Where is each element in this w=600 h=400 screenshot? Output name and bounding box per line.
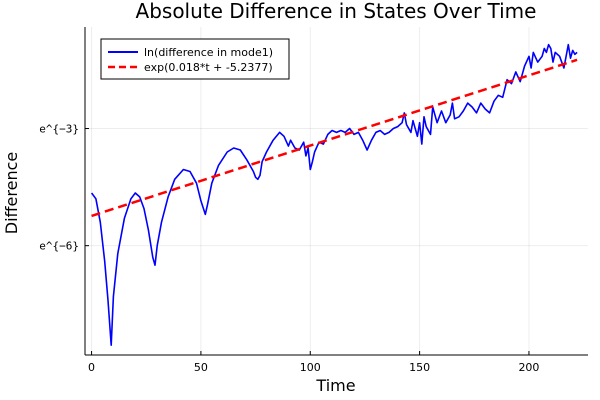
- legend-label-mode1: ln(difference in mode1): [144, 46, 273, 59]
- x-tick-label: 100: [300, 361, 321, 374]
- y-tick-label: e^{−3}: [39, 123, 79, 136]
- series-line-mode1: [90, 43, 578, 346]
- x-tick-label: 0: [88, 361, 95, 374]
- y-tick-label: e^{−6}: [39, 240, 79, 253]
- y-ticks: e^{−3} e^{−6}: [39, 123, 89, 253]
- x-tick-label: 200: [518, 361, 539, 374]
- legend-label-fit: exp(0.018*t + -5.2377): [144, 61, 273, 74]
- y-axis-label: Difference: [2, 152, 21, 234]
- x-ticks: 0 50 100 150 200: [88, 351, 539, 374]
- series-layer: [90, 43, 578, 346]
- x-tick-label: 50: [194, 361, 208, 374]
- grid-lines: [85, 27, 588, 355]
- x-axis-label: Time: [315, 376, 355, 395]
- chart-title: Absolute Difference in States Over Time: [136, 0, 537, 23]
- x-tick-label: 150: [409, 361, 430, 374]
- series-line-fit: [91, 58, 578, 218]
- legend-box: [100, 38, 290, 80]
- legend: ln(difference in mode1) exp(0.018*t + -5…: [100, 38, 290, 80]
